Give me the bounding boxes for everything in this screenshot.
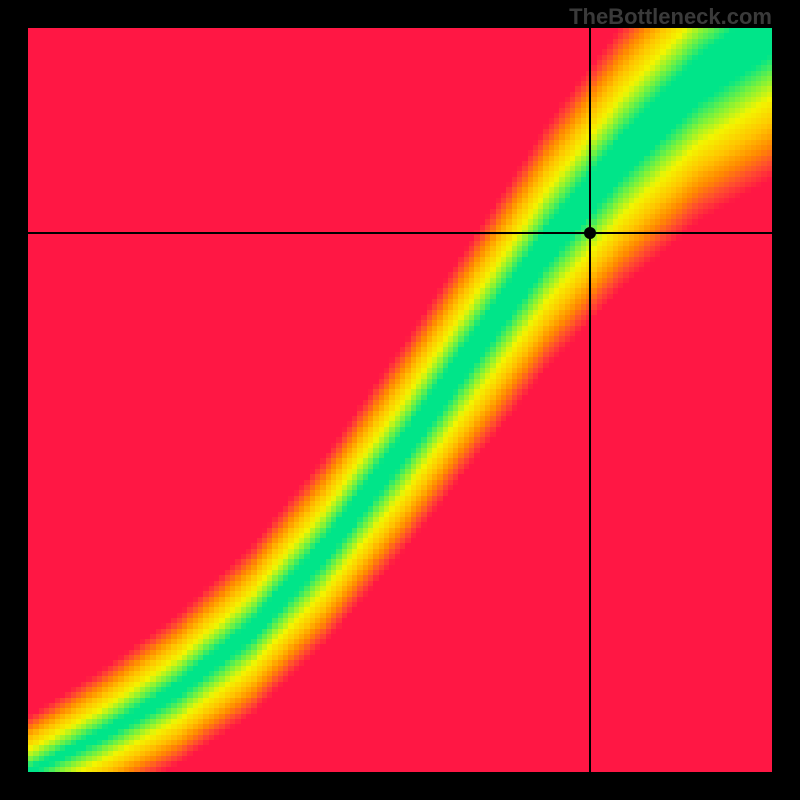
- crosshair-vertical-line: [589, 28, 591, 772]
- watermark-text: TheBottleneck.com: [569, 4, 772, 30]
- chart-container: TheBottleneck.com: [0, 0, 800, 800]
- plot-area: [28, 28, 772, 772]
- crosshair-horizontal-line: [28, 232, 772, 234]
- bottleneck-heatmap: [28, 28, 772, 772]
- crosshair-marker: [584, 227, 596, 239]
